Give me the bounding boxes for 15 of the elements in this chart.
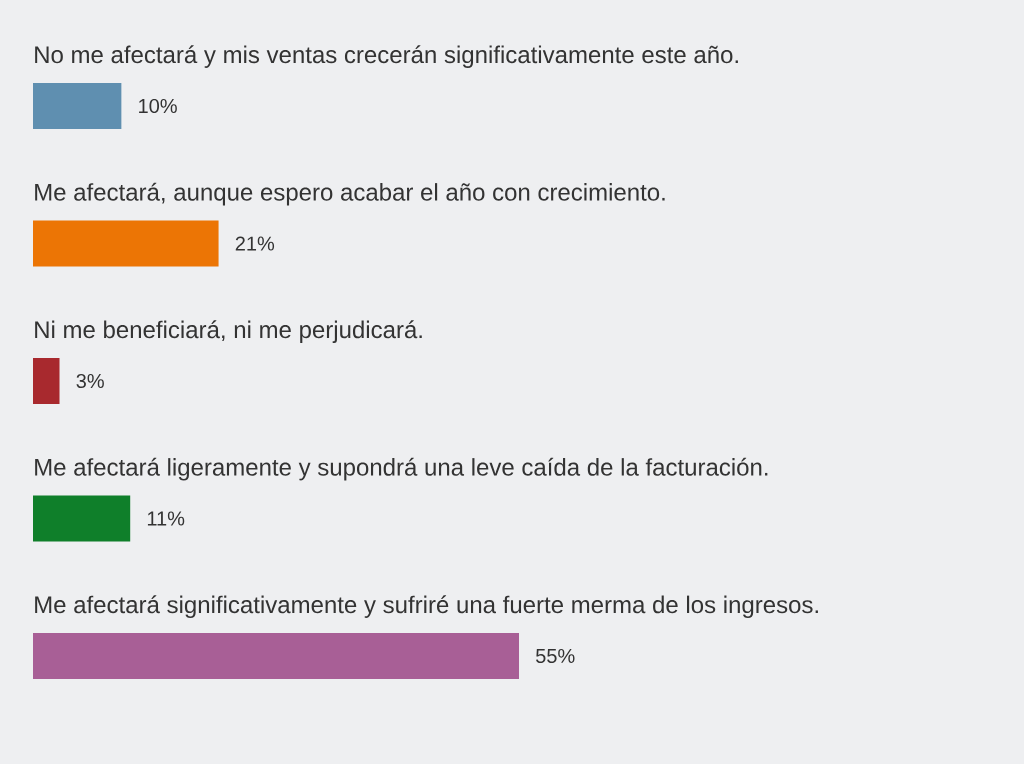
bar — [33, 495, 131, 542]
data-label: 11% — [147, 511, 185, 526]
data-label: 10% — [139, 98, 177, 114]
bar — [33, 358, 60, 404]
bar — [33, 83, 122, 129]
y-tick-label: No me afectará y mis ventas crecerán significativamente este año. — [35, 45, 738, 68]
data-label: 3% — [76, 373, 104, 389]
y-tick-label: Me afectará, aunque espero acabar el año con crecimiento. — [35, 182, 665, 206]
y-tick-label: Me afectará ligeramente y supondrá una leve caída de la facturación. — [35, 457, 768, 481]
data-label: 21% — [235, 236, 275, 251]
bar — [33, 633, 520, 680]
y-tick-label: Ni me beneficiará, ni me perjudicará. — [35, 320, 422, 343]
data-label: 55% — [536, 648, 575, 664]
bar — [33, 220, 219, 267]
y-tick-label: Me afectará significativamente y sufriré una fuerte merma de los ingresos. — [35, 595, 818, 618]
